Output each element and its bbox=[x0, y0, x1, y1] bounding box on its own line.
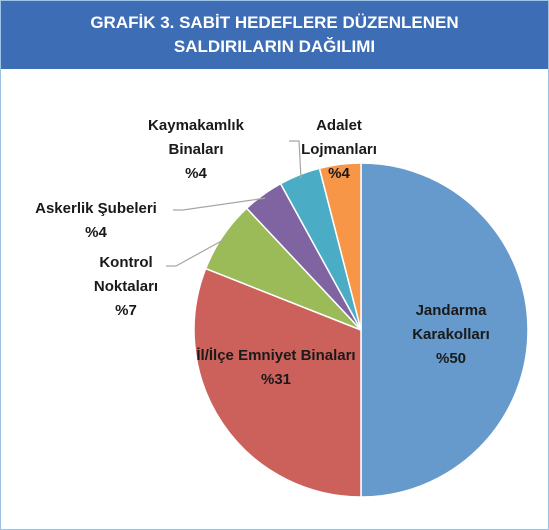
data-label: Kaymakamlık Binaları %4 bbox=[131, 114, 261, 186]
category-label: Jandarma Karakolları bbox=[412, 302, 490, 343]
category-label: Adalet Lojmanları bbox=[301, 117, 377, 158]
chart-title: GRAFİK 3. SABİT HEDEFLERE DÜZENLENEN SAL… bbox=[1, 1, 548, 69]
category-label: Kaymakamlık Binaları bbox=[148, 117, 244, 158]
category-label: İl/İlçe Emniyet Binaları bbox=[196, 347, 356, 364]
pie-slice bbox=[318, 162, 362, 331]
category-label: Askerlik Şubeleri bbox=[35, 200, 157, 217]
data-label: Askerlik Şubeleri %4 bbox=[9, 197, 184, 245]
value-label: %4 bbox=[328, 165, 350, 182]
leader-line bbox=[173, 197, 266, 211]
pie-slice bbox=[193, 267, 362, 498]
data-label: Kontrol Noktaları %7 bbox=[81, 251, 171, 323]
data-label: Adalet Lojmanları %4 bbox=[289, 114, 389, 186]
value-label: %4 bbox=[85, 224, 107, 241]
value-label: %4 bbox=[185, 165, 207, 182]
value-label: %50 bbox=[435, 350, 467, 367]
pie-slice bbox=[360, 162, 529, 498]
leader-line bbox=[289, 140, 302, 179]
value-label: %7 bbox=[115, 302, 137, 319]
value-label: %31 bbox=[260, 371, 292, 388]
data-label: Jandarma Karakolları %50 bbox=[391, 299, 511, 371]
data-label: İl/İlçe Emniyet Binaları %31 bbox=[191, 344, 361, 392]
category-label: Kontrol Noktaları bbox=[93, 254, 159, 295]
leader-line bbox=[166, 237, 227, 267]
